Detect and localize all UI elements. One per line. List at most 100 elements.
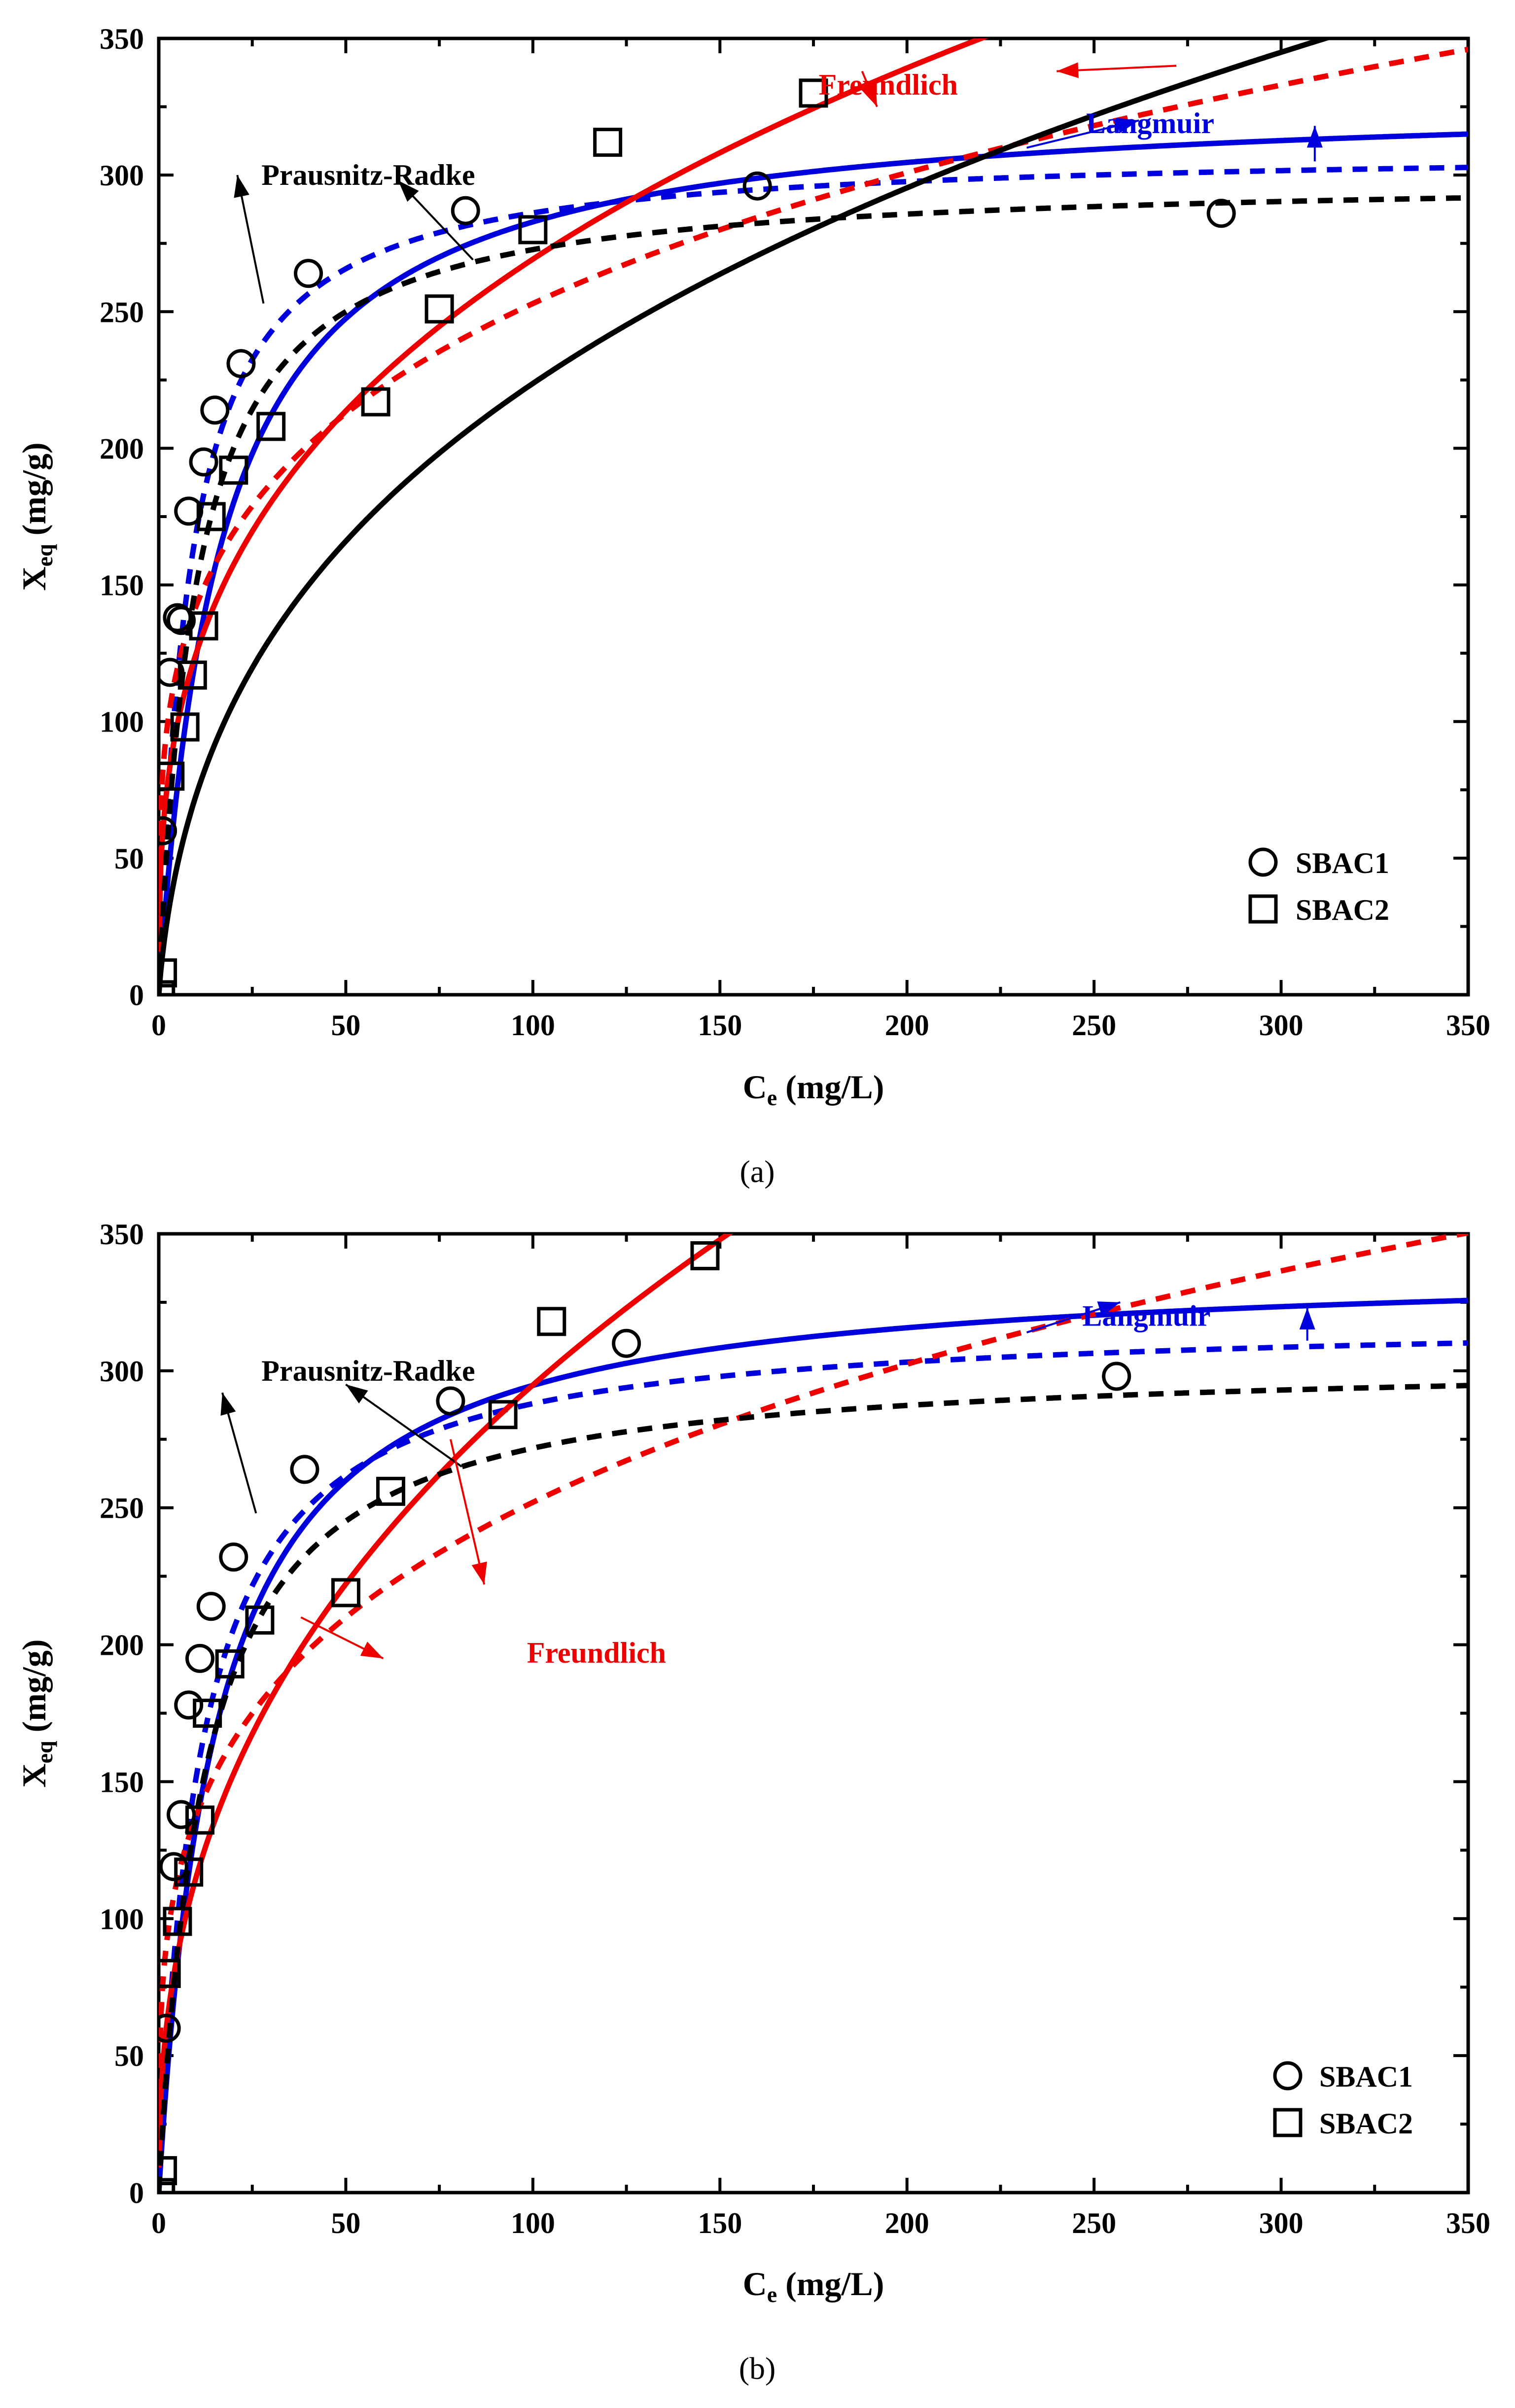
y-tick-label: 200 — [100, 1629, 144, 1662]
chart-panel-b: 0 50 100 150 200 250 300 350 0 50 100 15… — [15, 1218, 1490, 2386]
x-axis-tick-labels: 0 50 100 150 200 250 300 350 — [151, 2207, 1490, 2239]
data-point-square — [159, 762, 185, 791]
fit-curve — [159, 1297, 1468, 2192]
arrow-head — [1057, 62, 1079, 78]
y-tick-label: 150 — [100, 1766, 144, 1798]
data-point-square — [215, 1649, 245, 1678]
y-tick-label: 250 — [100, 296, 144, 328]
data-point-circle — [189, 447, 218, 477]
x-tick-label: 100 — [511, 2207, 555, 2239]
x-tick-label: 350 — [1446, 2207, 1490, 2239]
x-tick-label: 200 — [885, 2207, 929, 2239]
data-point-square — [193, 1699, 222, 1728]
y-tick-label: 350 — [100, 1218, 144, 1251]
data-point-square — [219, 455, 248, 485]
data-point-circle — [612, 1328, 641, 1358]
data-point-square — [488, 1400, 518, 1430]
data-point-circle — [200, 395, 230, 425]
annotation-langmuir: Langmuir — [1082, 1300, 1210, 1332]
x-tick-label: 350 — [1446, 1009, 1490, 1042]
x-tick-label: 50 — [331, 1009, 360, 1042]
data-point-square — [518, 215, 548, 244]
y-tick-label: 150 — [100, 569, 144, 602]
y-tick-label: 250 — [100, 1492, 144, 1525]
data-point-circle — [1206, 199, 1236, 228]
fit-curve — [159, 131, 1468, 994]
fit-curve — [159, 38, 988, 952]
x-tick-label: 150 — [698, 2207, 742, 2239]
annotation-arrows — [234, 62, 1323, 304]
data-point-circle — [159, 658, 185, 687]
data-point-circle — [174, 1690, 204, 1720]
data-point-square — [185, 1805, 214, 1835]
annotation-arrows — [220, 1301, 1315, 1660]
panel-label-b: (b) — [739, 2351, 776, 2386]
y-tick-label: 0 — [129, 2177, 144, 2209]
data-point-square — [174, 1857, 204, 1887]
annotations: Prausnitz-Radke Freundlich Langmuir — [261, 69, 1214, 191]
legend: SBAC1 SBAC2 — [1248, 847, 1389, 926]
x-tick-label: 300 — [1259, 1009, 1304, 1042]
data-point-circle — [159, 816, 177, 845]
data-point-square — [690, 1241, 720, 1270]
x-tick-label: 150 — [698, 1009, 742, 1042]
data-point-square — [245, 1605, 275, 1635]
data-point-square — [159, 2156, 177, 2186]
data-point-circle — [294, 259, 323, 288]
y-tick-label: 300 — [100, 159, 144, 192]
data-point-circle — [226, 349, 256, 379]
data-point-square — [537, 1307, 566, 1336]
arrow-head — [1306, 126, 1323, 148]
arrow-head — [471, 1561, 487, 1585]
arrow-head — [360, 1641, 384, 1659]
arrow-head — [1299, 1308, 1315, 1330]
data-point-square — [376, 1476, 405, 1506]
annotation-arrow — [345, 1384, 462, 1467]
data-markers — [159, 78, 1236, 995]
data-point-circle — [742, 171, 772, 201]
arrow-head — [398, 180, 419, 202]
x-tick-label: 200 — [885, 1009, 929, 1042]
x-tick-label: 0 — [151, 1009, 166, 1042]
data-point-circle — [167, 606, 196, 635]
annotation-arrow — [449, 1439, 486, 1585]
y-tick-label: 300 — [100, 1355, 144, 1388]
legend-label-sbac2: SBAC2 — [1319, 2107, 1413, 2140]
x-tick-label: 300 — [1259, 2207, 1304, 2239]
data-point-square — [159, 980, 176, 995]
data-point-square — [424, 294, 454, 324]
data-point-square — [159, 2178, 176, 2193]
panel-label-a: (a) — [740, 1154, 775, 1189]
fit-curve — [159, 195, 1468, 993]
legend-label-sbac2: SBAC2 — [1296, 894, 1389, 926]
legend-marker-circle — [1273, 2061, 1303, 2091]
data-point-circle — [451, 196, 480, 225]
annotation-freundlich: Freundlich — [819, 69, 958, 101]
data-point-circle — [174, 496, 204, 526]
data-point-circle — [436, 1386, 465, 1416]
data-point-square — [159, 1958, 181, 1988]
x-tick-label: 250 — [1072, 1009, 1116, 1042]
annotation-freundlich: Freundlich — [527, 1637, 666, 1669]
data-point-circle — [167, 1800, 196, 1829]
x-axis-title: Ce (mg/L) — [743, 2265, 884, 2307]
x-tick-label: 100 — [511, 1009, 555, 1042]
annotation-langmuir: Langmuir — [1086, 107, 1214, 140]
y-tick-label: 100 — [100, 706, 144, 738]
annotations: Prausnitz-Radke Freundlich Langmuir — [261, 1300, 1210, 1670]
data-point-circle — [196, 1592, 226, 1621]
data-point-circle — [159, 2014, 181, 2043]
fit-curve — [159, 1234, 1468, 2120]
data-point-square — [256, 412, 286, 441]
y-tick-label: 100 — [100, 1903, 144, 1935]
data-point-square — [189, 611, 218, 641]
data-point-circle — [219, 1542, 248, 1572]
data-point-square — [593, 128, 623, 157]
data-markers — [159, 1241, 1131, 2193]
x-axis-title: Ce (mg/L) — [743, 1068, 884, 1110]
x-axis-tick-labels: 0 50 100 150 200 250 300 350 — [151, 1009, 1490, 1042]
data-point-square — [170, 712, 200, 742]
arrow-head — [346, 1384, 368, 1404]
chart-panel-a: 0 50 100 150 200 250 300 350 0 50 100 15… — [15, 23, 1490, 1189]
legend-marker-square — [1273, 2108, 1303, 2137]
